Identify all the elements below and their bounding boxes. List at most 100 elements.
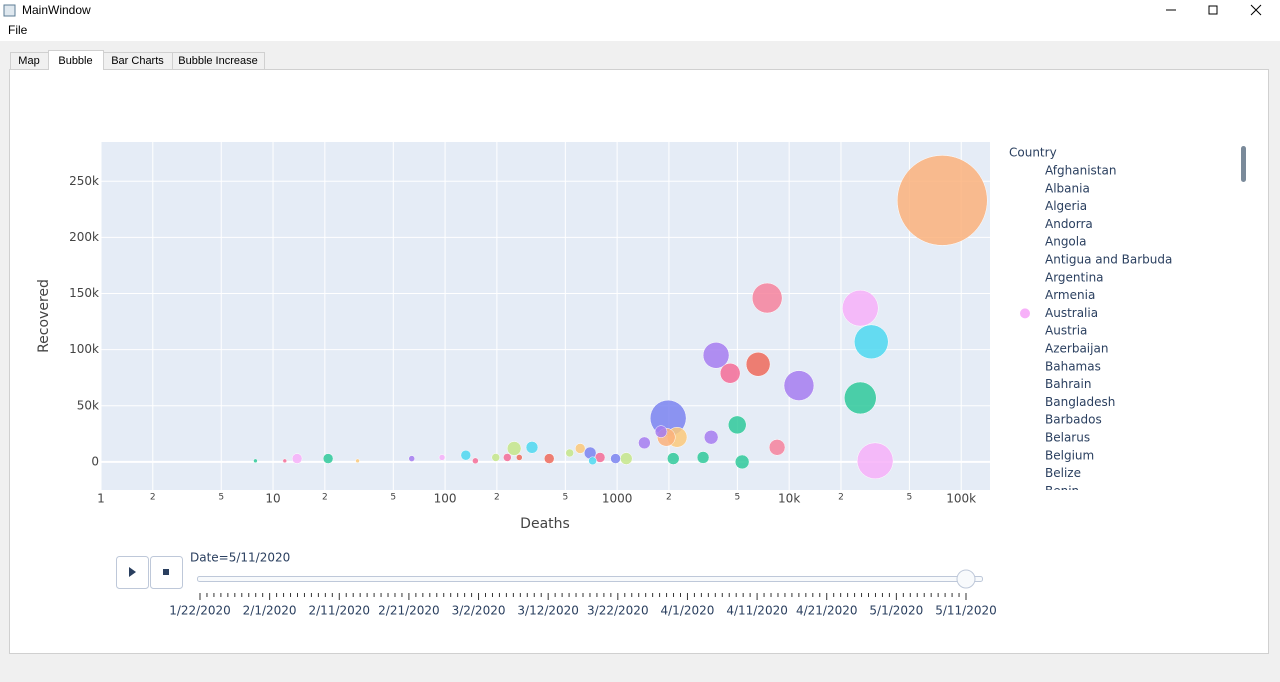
slider-tick-label: 2/11/2020: [309, 604, 371, 618]
tab-label[interactable]: Map: [18, 55, 39, 67]
bubble: [506, 441, 522, 456]
bubble: [897, 155, 988, 246]
slider-tick-label: 4/1/2020: [661, 604, 715, 618]
bubble: [253, 458, 258, 464]
y-tick-label: 100k: [69, 342, 99, 356]
slider-tick-label: 5/1/2020: [869, 604, 923, 618]
x-tick-label: 5: [735, 493, 741, 503]
legend-label[interactable]: Belarus: [1045, 431, 1090, 445]
bubble: [856, 442, 894, 480]
x-tick-label: 10: [265, 492, 280, 506]
stop-icon: [163, 569, 169, 575]
bubble: [768, 439, 786, 456]
legend-label[interactable]: Bahamas: [1045, 359, 1101, 373]
y-tick-label: 200k: [69, 230, 99, 244]
bubble: [727, 415, 747, 435]
legend-scrollbar[interactable]: [1241, 146, 1246, 182]
bubble: [322, 453, 334, 464]
x-tick-label: 5: [562, 493, 568, 503]
slider-tick-label: 2/1/2020: [243, 604, 297, 618]
x-tick-label: 5: [907, 493, 913, 503]
legend-label[interactable]: Benin: [1045, 484, 1079, 498]
bubble: [503, 453, 512, 462]
bubble: [620, 452, 633, 465]
x-tick-label: 2: [838, 493, 844, 503]
bubble: [844, 381, 877, 415]
bubble: [574, 443, 586, 454]
legend-label[interactable]: Angola: [1045, 235, 1086, 249]
legend-label[interactable]: Bahrain: [1045, 377, 1091, 391]
x-axis-title: Deaths: [520, 516, 570, 532]
tab-label[interactable]: Bubble: [58, 55, 92, 67]
bubble: [460, 449, 472, 461]
bubble: [783, 370, 815, 401]
bubble: [408, 455, 415, 462]
legend-label[interactable]: Albania: [1045, 181, 1090, 195]
bubble: [751, 282, 783, 314]
slider-tick-label: 4/21/2020: [796, 604, 858, 618]
menu-file[interactable]: File: [8, 23, 28, 37]
bubble: [745, 352, 771, 377]
slider-tick-label: 3/2/2020: [452, 604, 506, 618]
legend-label[interactable]: Austria: [1045, 324, 1087, 338]
window-title: MainWindow: [22, 3, 91, 17]
restore-button[interactable]: [1208, 5, 1218, 15]
slider-tick-label: 2/21/2020: [378, 604, 440, 618]
play-icon: [129, 567, 136, 577]
bubble: [588, 456, 597, 466]
legend-title: Country: [1009, 146, 1057, 160]
legend-marker[interactable]: [1020, 308, 1030, 319]
bubble: [491, 453, 500, 462]
legend-label[interactable]: Armenia: [1045, 288, 1095, 302]
x-tick-label: 2: [494, 493, 500, 503]
bubble: [355, 458, 360, 464]
tab[interactable]: [172, 52, 265, 70]
close-button[interactable]: [1250, 4, 1262, 16]
legend-label[interactable]: Argentina: [1045, 270, 1104, 284]
bubble: [610, 453, 621, 464]
bubble: [842, 289, 879, 327]
title-bar: [0, 0, 1280, 22]
x-tick-label: 2: [322, 493, 328, 503]
tab-label[interactable]: Bar Charts: [111, 55, 164, 67]
tab-label[interactable]: Bubble Increase: [178, 55, 258, 67]
menu-bar: [0, 22, 1280, 41]
bubble: [654, 425, 668, 438]
bubble: [696, 451, 710, 464]
slider-tick-label: 1/22/2020: [169, 604, 231, 618]
bubble: [719, 363, 741, 384]
x-tick-label: 1000: [602, 492, 633, 506]
y-tick-label: 50k: [77, 398, 99, 412]
legend-label[interactable]: Afghanistan: [1045, 164, 1116, 178]
legend-label[interactable]: Azerbaijan: [1045, 342, 1108, 356]
plot-area: [101, 142, 990, 490]
bubble: [282, 458, 288, 464]
legend-label[interactable]: Antigua and Barbuda: [1045, 253, 1172, 267]
y-tick-label: 150k: [69, 286, 99, 300]
legend-label[interactable]: Andorra: [1045, 217, 1093, 231]
x-tick-label: 1: [97, 492, 105, 506]
x-tick-label: 2: [150, 493, 156, 503]
bubble: [525, 441, 539, 454]
x-tick-label: 10k: [778, 492, 800, 506]
slider-handle[interactable]: [956, 569, 976, 589]
slider-current-value: Date=5/11/2020: [190, 551, 290, 565]
legend-label[interactable]: Belgium: [1045, 448, 1094, 462]
bubble: [667, 452, 680, 465]
legend-label[interactable]: Belize: [1045, 466, 1081, 480]
y-axis-title: Recovered: [36, 279, 52, 353]
legend-label[interactable]: Barbados: [1045, 413, 1102, 427]
bubble: [702, 342, 730, 369]
bubble: [543, 453, 555, 464]
y-tick-label: 250k: [69, 174, 99, 188]
x-tick-label: 2: [666, 493, 672, 503]
legend-label[interactable]: Australia: [1045, 306, 1098, 320]
legend-label[interactable]: Bangladesh: [1045, 395, 1115, 409]
bubble: [472, 457, 479, 465]
legend-label[interactable]: Algeria: [1045, 199, 1087, 213]
bubble: [516, 454, 523, 461]
bubble: [854, 324, 889, 360]
bubble: [565, 448, 574, 458]
slider-tick-label: 3/12/2020: [517, 604, 579, 618]
